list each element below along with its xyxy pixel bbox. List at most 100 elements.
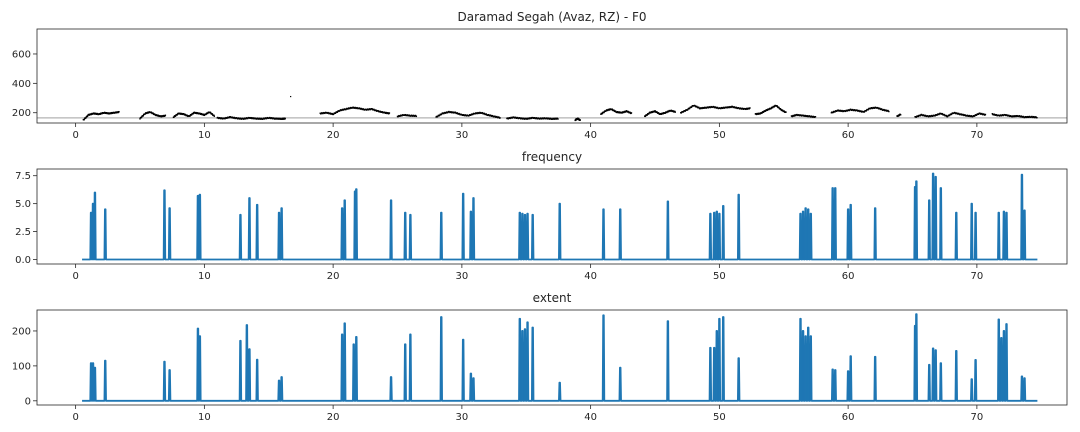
f0-contour-segment	[754, 104, 787, 116]
f0-point	[439, 114, 441, 116]
f0-point	[381, 111, 384, 113]
f0-point	[684, 110, 687, 112]
f0-contour-segment	[216, 116, 286, 120]
f0-point	[173, 116, 175, 118]
f0-x-tick-label: 20	[327, 130, 340, 141]
f0-contour-segment	[896, 113, 902, 118]
f0-point	[924, 114, 927, 117]
f0-point	[213, 115, 216, 117]
f0-point	[836, 110, 838, 112]
f0-point	[936, 114, 938, 116]
f0-contour-segment	[914, 111, 987, 118]
f0-point	[772, 106, 774, 109]
f0-point	[776, 105, 778, 107]
f0-point	[189, 115, 191, 117]
frequency-frame	[36, 168, 1068, 265]
f0-point	[761, 112, 763, 114]
f0-point	[83, 118, 86, 120]
f0-point	[211, 113, 214, 116]
extent-x-tick-label: 10	[198, 412, 211, 423]
f0-point	[579, 119, 581, 121]
f0-point	[657, 112, 660, 114]
extent-x-tick-label: 20	[327, 412, 340, 423]
f0-point	[844, 110, 847, 112]
f0-x-tick-label: 0	[72, 130, 78, 141]
f0-point	[213, 114, 215, 117]
f0-point	[768, 108, 770, 111]
f0-point	[341, 109, 343, 111]
f0-point	[888, 110, 890, 113]
f0-x-tick-label: 40	[584, 130, 597, 141]
f0-point	[140, 116, 143, 119]
f0-x-axis: 0 10 20 30 40 50 60 70	[72, 123, 983, 141]
f0-point	[934, 114, 937, 117]
f0-point	[600, 113, 602, 115]
f0-point	[141, 116, 143, 118]
f0-point	[87, 115, 89, 117]
extent-x-tick-label: 50	[713, 412, 726, 423]
f0-point	[972, 115, 974, 118]
frequency-y-axis: 0.0 2.5 5.0 7.5	[15, 171, 37, 266]
f0-point	[778, 106, 780, 109]
f0-point	[85, 117, 87, 119]
f0-contour-segment	[319, 106, 391, 116]
f0-point	[688, 107, 691, 110]
f0-point	[646, 114, 648, 116]
f0-contour-segment	[830, 106, 890, 114]
extent-frame	[36, 309, 1068, 406]
f0-title: Daramad Segah (Avaz, RZ) - F0	[457, 10, 646, 24]
f0-contour-segment	[139, 111, 167, 120]
f0-point	[682, 111, 685, 113]
extent-panel: extent 0 10 20 30 40 50 60 70 0 100 200	[12, 291, 1068, 423]
f0-point	[388, 112, 391, 114]
f0-point	[83, 119, 85, 121]
f0-point	[184, 114, 187, 116]
f0-point	[899, 114, 902, 116]
f0-point	[1036, 117, 1038, 119]
f0-point	[975, 114, 978, 116]
extent-x-axis: 0 10 20 30 40 50 60 70	[72, 405, 983, 423]
f0-point	[943, 114, 946, 116]
f0-contour-segment	[600, 108, 633, 115]
f0-point	[557, 118, 559, 120]
f0-y-axis: 200 400 600	[12, 49, 37, 119]
f0-point	[941, 113, 944, 115]
f0-point	[995, 114, 998, 116]
f0-point	[814, 116, 817, 118]
f0-panel: Daramad Segah (Avaz, RZ) - F0 0 10 20 30 40 5…	[12, 10, 1068, 141]
f0-point	[885, 109, 887, 111]
f0-point	[773, 105, 776, 108]
f0-point	[483, 112, 486, 115]
f0-point	[974, 115, 976, 117]
frequency-plot-area	[82, 172, 1038, 261]
f0-point	[832, 111, 834, 113]
f0-point	[951, 113, 953, 115]
f0-point	[945, 114, 948, 117]
f0-point	[290, 95, 292, 98]
f0-contour-segment	[290, 95, 292, 98]
f0-y-tick-label: 600	[12, 49, 31, 60]
extent-y-tick-label: 0	[25, 396, 31, 407]
f0-contour-segment	[435, 110, 501, 119]
f0-point	[152, 112, 154, 115]
f0-point	[749, 107, 751, 109]
extent-title: extent	[533, 291, 572, 305]
f0-point	[334, 112, 337, 115]
f0-point	[947, 115, 949, 118]
f0-point	[689, 107, 691, 109]
f0-point	[491, 115, 494, 117]
f0-point	[142, 114, 145, 117]
frequency-x-tick-label: 30	[456, 271, 469, 282]
f0-point	[86, 115, 89, 118]
f0-point	[696, 105, 698, 108]
frequency-x-tick-label: 0	[72, 271, 78, 282]
f0-point	[611, 108, 614, 111]
f0-x-tick-label: 10	[198, 130, 211, 141]
f0-point	[205, 113, 207, 115]
f0-point	[601, 112, 604, 115]
f0-x-tick-label: 30	[456, 130, 469, 141]
f0-point	[481, 112, 484, 114]
f0-point	[603, 111, 605, 113]
f0-point	[781, 109, 784, 112]
f0-point	[674, 111, 676, 113]
